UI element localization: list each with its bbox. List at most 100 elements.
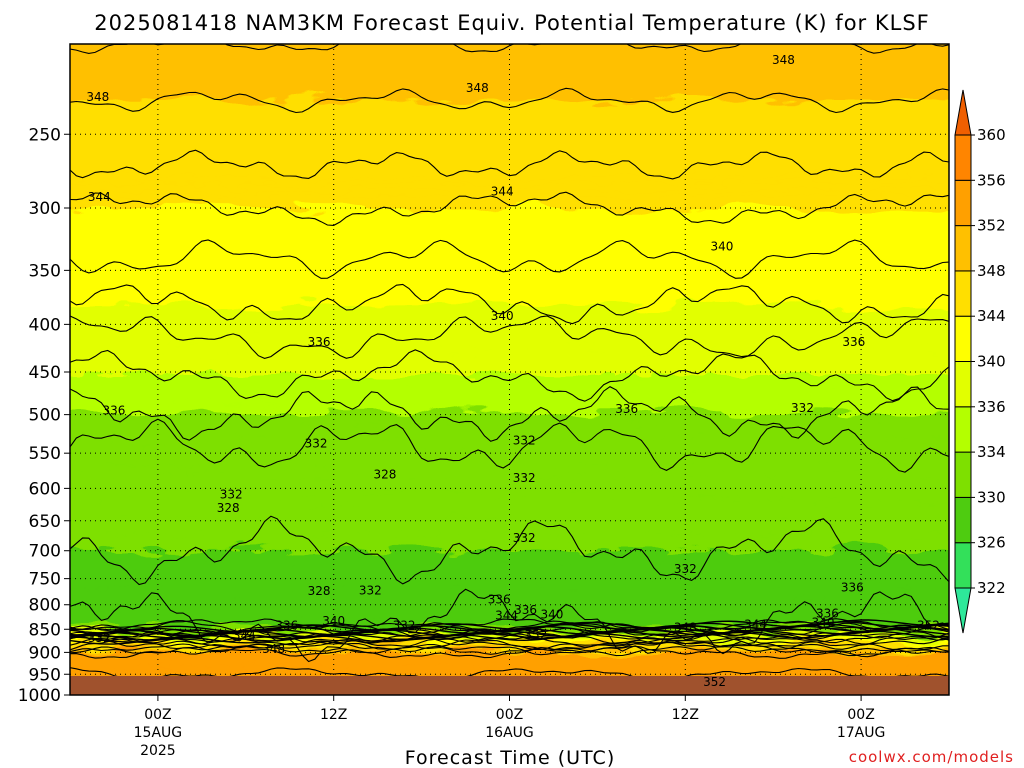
fill-strip — [70, 294, 949, 299]
fill-strip — [70, 310, 949, 315]
time-gridlines — [157, 44, 862, 695]
fill-strip — [70, 569, 949, 573]
fill-strip — [70, 313, 949, 318]
colorbar-label: 326 — [977, 534, 1006, 552]
fill-strip — [70, 119, 949, 124]
fill-strip — [70, 170, 949, 175]
colorbar-label: 334 — [977, 443, 1006, 461]
inversion-contour — [70, 626, 949, 641]
x-axis-forecast-time: 00Z 15AUG 2025 12Z 00Z 16AUG 12Z 00Z 17AUG — [134, 695, 885, 759]
fill-strip — [70, 135, 949, 140]
fill-strip — [70, 406, 949, 411]
contour-label: 332 — [359, 583, 382, 597]
fill-strip — [70, 489, 949, 494]
fill-strip — [70, 84, 949, 89]
fill-strip — [70, 639, 949, 644]
fill-strip — [70, 160, 949, 165]
fill-strip — [70, 514, 949, 519]
fill-strip — [70, 215, 949, 219]
fill-strip — [70, 530, 949, 535]
contour-label: 336 — [488, 593, 511, 607]
colorbar-box — [954, 225, 972, 272]
x-tick-label: 15AUG — [134, 725, 183, 741]
colorbar-box — [954, 451, 972, 498]
fill-strip — [70, 301, 949, 305]
contour-label: 340 — [491, 309, 514, 323]
fill-strip — [70, 61, 949, 66]
fill-strip — [70, 600, 949, 605]
y-tick-label: 250 — [29, 125, 61, 145]
fill-strip — [70, 234, 949, 238]
fill-strip — [70, 556, 949, 561]
ground-strip — [70, 676, 949, 695]
fill-strip — [70, 211, 949, 216]
fill-strip — [70, 164, 949, 168]
contour-label: 352 — [524, 628, 547, 642]
fill-strip — [70, 476, 949, 481]
x-tick-label: 12Z — [672, 707, 699, 723]
fill-strip — [70, 125, 949, 130]
contour-label: 340 — [541, 608, 564, 622]
fill-strip — [70, 368, 949, 372]
fill-strip — [70, 588, 949, 592]
fill-strip — [70, 246, 949, 251]
colorbar: 322 326 330 334 336 340 344 348 352 356 360 — [954, 89, 1006, 634]
colorbar-top-arrow — [954, 89, 972, 136]
contour-336 — [70, 349, 949, 402]
x-tick-label: 12Z — [320, 707, 347, 723]
fill-strip — [40, 1, 979, 5]
fill-strip — [70, 658, 949, 663]
contour-label: 344 — [744, 617, 767, 631]
fill-strip — [70, 358, 949, 363]
colorbar-box — [954, 361, 972, 408]
fill-strip — [70, 144, 949, 149]
fill-strip — [70, 623, 949, 628]
fill-strip — [70, 425, 949, 430]
fill-strip — [70, 179, 949, 184]
contour-label: 332 — [513, 531, 536, 545]
fill-strip — [70, 46, 949, 50]
fill-strip — [70, 176, 949, 181]
fill-strip — [70, 141, 949, 146]
y-tick-label: 750 — [29, 570, 61, 590]
fill-strip — [70, 138, 949, 143]
fill-strip — [70, 540, 949, 545]
fill-strip — [70, 109, 949, 114]
contour-label: 348 — [86, 90, 109, 104]
inversion-contour — [70, 628, 949, 643]
fill-strip — [70, 508, 949, 513]
y-tick-label: 650 — [29, 512, 61, 532]
contour-label: 336 — [514, 603, 537, 617]
fill-strip — [70, 671, 949, 675]
fill-strip — [70, 390, 949, 395]
fill-strip — [70, 441, 949, 446]
contour-label: 328 — [374, 468, 397, 482]
fill-strip — [70, 463, 949, 468]
contour-label: 352 — [703, 675, 726, 689]
contour-label: 336 — [275, 618, 298, 632]
fill-strip — [70, 470, 949, 474]
fill-strip — [70, 511, 949, 516]
theta-e-contour-lines — [70, 44, 949, 695]
fill-strip — [70, 393, 949, 398]
fill-strip — [70, 259, 949, 264]
fill-strip — [70, 435, 949, 439]
colorbar-label: 356 — [977, 171, 1006, 189]
contour-label: 332 — [220, 487, 243, 501]
contour-label: 332 — [674, 562, 697, 576]
fill-strip — [70, 345, 949, 350]
contour-label: 336 — [816, 607, 839, 621]
contour-label: 332 — [513, 433, 536, 447]
fill-strip — [70, 74, 949, 79]
fill-strip — [70, 431, 949, 436]
contour-label: 340 — [322, 614, 345, 628]
fill-strip — [70, 428, 949, 433]
contour-label: 340 — [710, 240, 733, 254]
fill-strip — [70, 106, 949, 111]
fill-strip — [70, 349, 949, 353]
fill-strip — [70, 604, 949, 608]
y-tick-label: 400 — [29, 315, 61, 335]
fill-strip — [70, 396, 949, 401]
